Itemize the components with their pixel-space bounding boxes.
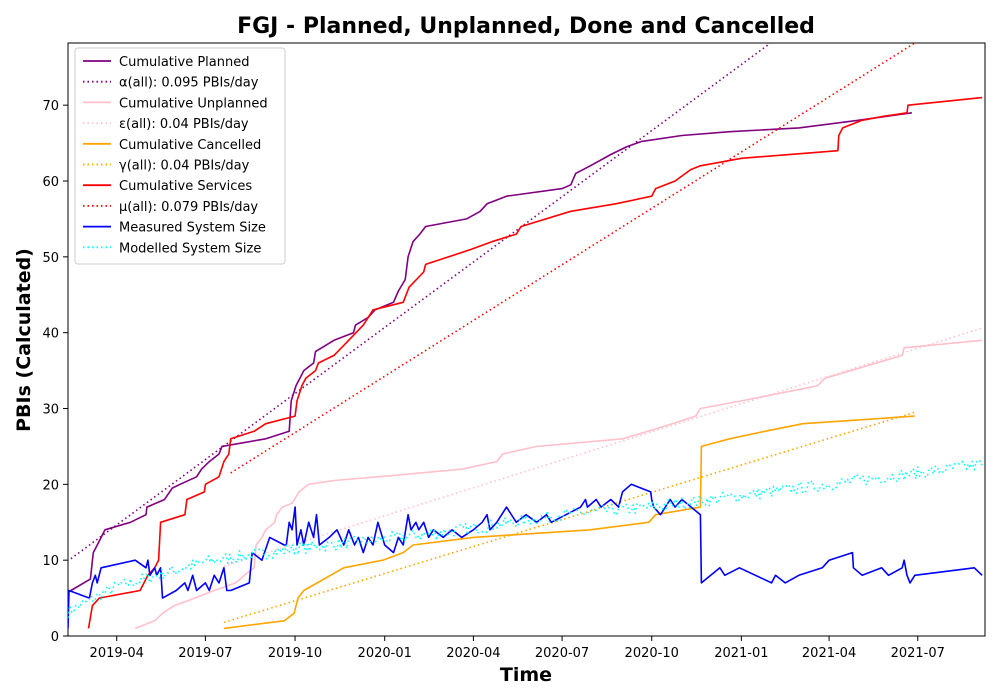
- series-line-all-0-04-pbis-day: [223, 327, 983, 567]
- series-line-cumulative-planned: [70, 112, 913, 592]
- series-line-all-0-04-pbis-day: [223, 411, 916, 624]
- x-tick-label: 2020-04: [446, 646, 500, 661]
- x-tick-label: 2019-10: [268, 646, 322, 661]
- x-tick-label: 2019-04: [90, 646, 144, 661]
- y-tick-label: 20: [42, 478, 59, 493]
- x-axis-ticks: 2019-04 2019-07 2019-10 2020-01 2020-04 2020-…: [90, 636, 945, 661]
- series-line-all-0-095-pbis-day: [70, 43, 772, 560]
- legend-label-all-0-079-pbis-day: μ(all): 0.079 PBIs/day: [119, 200, 258, 215]
- y-tick-label: 60: [42, 175, 59, 190]
- legend-box: [74, 47, 286, 265]
- series-line-measured-system-size: [68, 483, 983, 629]
- x-tick-label: 2020-01: [358, 646, 412, 661]
- legend-label-all-0-04-pbis-day: ε(all): 0.04 PBIs/day: [119, 117, 249, 132]
- legend-label-cumulative-planned: Cumulative Planned: [119, 55, 249, 70]
- x-tick-label: 2021-07: [891, 646, 945, 661]
- legend-label-all-0-04-pbis-day: γ(all): 0.04 PBIs/day: [119, 159, 250, 174]
- y-tick-label: 50: [42, 251, 59, 266]
- x-axis-label: Time: [500, 664, 552, 686]
- plot-area: [68, 43, 983, 630]
- series-line-cumulative-unplanned: [134, 339, 983, 630]
- legend: Cumulative Planned α(all): 0.095 PBIs/day…: [74, 47, 286, 265]
- x-tick-label: 2020-10: [625, 646, 679, 661]
- series-line-cumulative-cancelled: [223, 415, 915, 630]
- chart-title: FGJ - Planned, Unplanned, Done and Cance…: [237, 14, 815, 39]
- x-tick-label: 2021-04: [802, 646, 856, 661]
- legend-label-cumulative-cancelled: Cumulative Cancelled: [119, 138, 261, 153]
- legend-label-cumulative-unplanned: Cumulative Unplanned: [119, 96, 268, 111]
- legend-label-measured-system-size: Measured System Size: [119, 221, 266, 236]
- y-tick-label: 40: [42, 327, 59, 342]
- legend-label-modelled-system-size: Modelled System Size: [119, 241, 261, 256]
- series-line-cumulative-services: [87, 96, 983, 629]
- y-tick-label: 30: [42, 403, 59, 418]
- legend-label-cumulative-services: Cumulative Services: [119, 179, 252, 194]
- y-axis-ticks: 0 10 20 30 40 50 60 70: [42, 99, 68, 645]
- x-tick-label: 2020-07: [535, 646, 589, 661]
- x-tick-label: 2019-07: [178, 646, 232, 661]
- x-tick-label: 2021-01: [714, 646, 768, 661]
- plot-frame: [67, 42, 986, 637]
- y-tick-label: 0: [51, 630, 59, 645]
- y-tick-label: 10: [42, 554, 59, 569]
- y-tick-label: 70: [42, 99, 59, 114]
- series-line-modelled-system-size: [68, 460, 983, 618]
- y-axis-label: PBIs (Calculated): [13, 248, 35, 432]
- legend-label-all-0-095-pbis-day: α(all): 0.095 PBIs/day: [119, 76, 259, 91]
